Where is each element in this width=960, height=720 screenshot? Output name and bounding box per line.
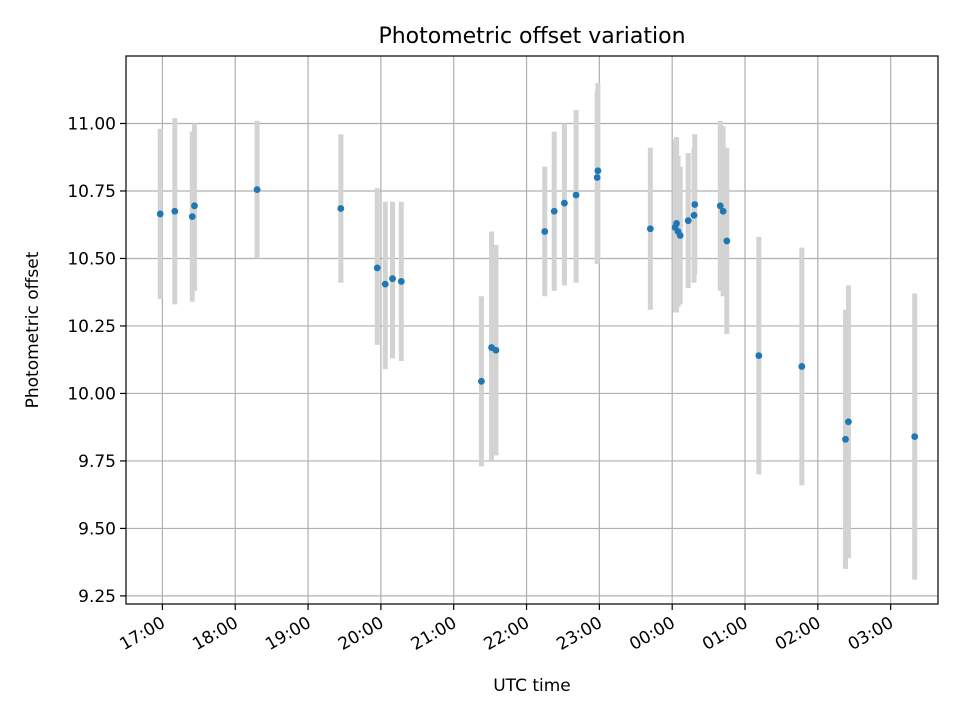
data-point xyxy=(676,232,684,239)
data-point xyxy=(716,202,724,210)
data-point xyxy=(389,275,396,283)
y-tick-label: 9.25 xyxy=(78,587,116,607)
data-point xyxy=(911,433,919,441)
x-tick-label: 03:00 xyxy=(845,613,897,655)
x-axis-label: UTC time xyxy=(493,676,571,696)
data-point xyxy=(541,228,549,235)
data-point xyxy=(156,210,164,218)
y-tick-label: 9.75 xyxy=(78,452,116,472)
x-tick-label: 00:00 xyxy=(626,613,678,655)
data-point xyxy=(337,205,345,212)
chart-title: Photometric offset variation xyxy=(378,24,685,49)
y-tick-label: 10.75 xyxy=(67,182,116,202)
x-tick-label: 22:00 xyxy=(481,613,533,655)
data-point xyxy=(561,199,568,207)
x-tick-label: 19:00 xyxy=(262,613,314,655)
data-point xyxy=(373,264,381,272)
data-point xyxy=(188,213,196,221)
data-point xyxy=(572,191,580,199)
data-point xyxy=(646,225,654,233)
x-tick-label: 01:00 xyxy=(699,613,751,655)
data-point xyxy=(755,352,763,360)
error-bar-layer xyxy=(157,82,918,580)
data-point xyxy=(673,219,680,227)
x-tick-label: 17:00 xyxy=(116,613,168,655)
y-tick-label: 10.00 xyxy=(67,384,116,404)
y-tick-label: 10.50 xyxy=(67,249,116,269)
plot-frame xyxy=(125,55,939,605)
x-tick-label: 20:00 xyxy=(335,613,387,655)
grid-layer xyxy=(126,56,938,604)
y-tick-label: 10.25 xyxy=(67,317,116,337)
data-point xyxy=(593,174,601,181)
data-point xyxy=(719,207,727,215)
data-point xyxy=(253,186,261,194)
data-point-layer xyxy=(156,167,919,443)
data-point xyxy=(723,237,731,245)
x-tick-label: 23:00 xyxy=(553,613,605,655)
x-tick-label: 18:00 xyxy=(189,613,241,655)
data-point xyxy=(690,211,698,219)
data-point xyxy=(171,207,179,215)
y-axis-label: Photometric offset xyxy=(23,251,43,408)
x-tick-label: 21:00 xyxy=(408,613,460,655)
data-point xyxy=(684,217,692,225)
data-point xyxy=(191,202,198,210)
data-point xyxy=(842,435,849,443)
data-point xyxy=(798,363,806,370)
y-tick-label: 9.50 xyxy=(78,519,116,539)
data-point xyxy=(594,167,602,175)
data-point xyxy=(550,207,558,215)
data-point xyxy=(845,418,852,426)
x-tick-label: 02:00 xyxy=(772,613,824,655)
data-point xyxy=(397,278,405,285)
data-point xyxy=(381,280,389,288)
data-point xyxy=(492,346,500,354)
data-point xyxy=(477,377,485,385)
data-point xyxy=(691,201,699,208)
y-tick-label: 11.00 xyxy=(67,114,116,134)
